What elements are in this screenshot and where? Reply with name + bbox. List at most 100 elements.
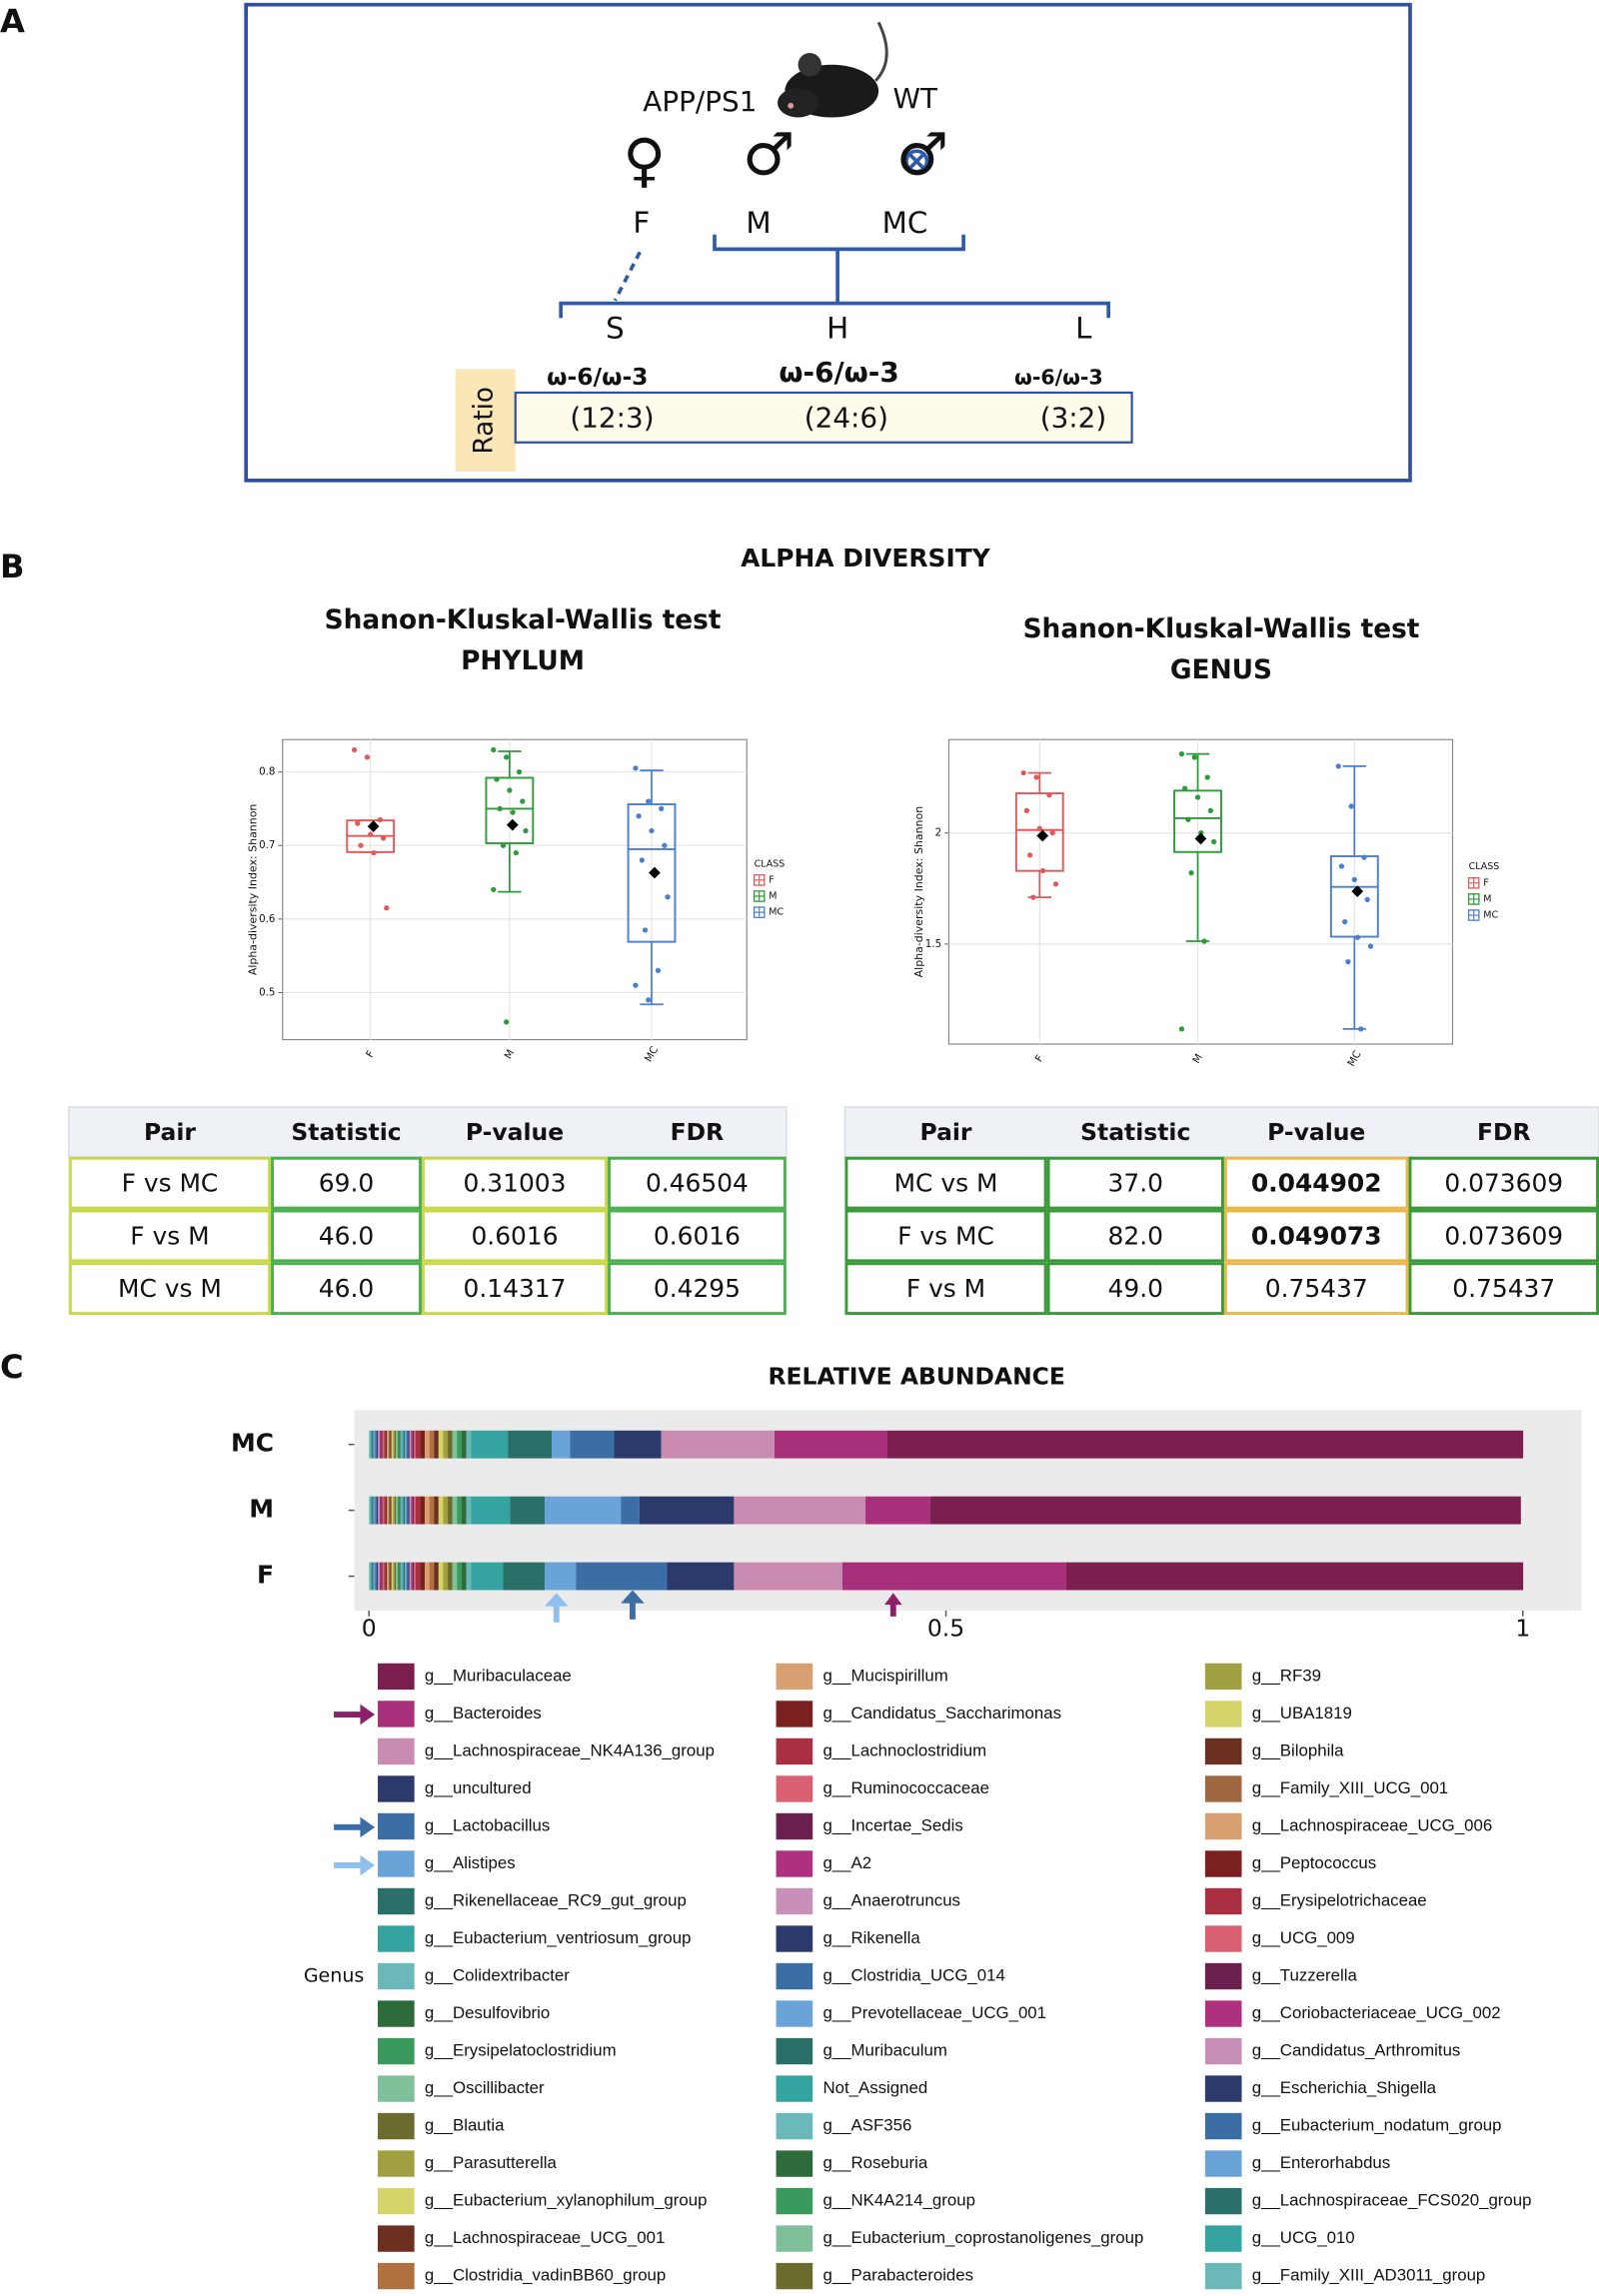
bar-segment (372, 1562, 374, 1591)
y-tick-label: F (257, 1561, 274, 1590)
legend-title: CLASS (1469, 861, 1500, 872)
x-tick-label: F (364, 1049, 377, 1060)
data-point (510, 809, 516, 815)
legend-swatch (378, 2150, 415, 2177)
bar-segment (929, 1496, 1521, 1525)
legend-swatch (378, 2037, 415, 2065)
bar-segment (461, 1496, 467, 1525)
legend-label: g__Erysipelatoclostridium (425, 2040, 617, 2059)
bar-segment (384, 1430, 386, 1459)
bar-segment (396, 1430, 398, 1459)
bar-segment (397, 1562, 400, 1591)
bar-segment (411, 1562, 413, 1591)
legend-label: g__Alistipes (425, 1853, 516, 1872)
table-cell-text: 0.044902 (1251, 1169, 1382, 1198)
bar-segment (382, 1562, 385, 1591)
bar-segment (375, 1430, 377, 1459)
table-cell (271, 1262, 422, 1316)
legend-label: g__Lachnoclostridium (822, 1740, 986, 1759)
bar-segment (388, 1562, 391, 1591)
bar-segment (402, 1562, 404, 1591)
bar-segment (429, 1496, 435, 1525)
legend-swatch (776, 1701, 813, 1727)
legend-swatch (776, 1775, 813, 1802)
data-point (1211, 838, 1217, 845)
ratio-label: Ratio (469, 387, 499, 455)
bar-segment (370, 1430, 373, 1459)
table-header: Pair (144, 1118, 196, 1146)
bar-segment (424, 1430, 430, 1459)
legend-swatch (1204, 2187, 1242, 2215)
data-point (633, 982, 639, 988)
bar-segment (384, 1496, 386, 1525)
table-header: Statistic (291, 1118, 401, 1146)
legend-swatch (1204, 1850, 1242, 1877)
bar-segment (372, 1496, 374, 1525)
bar-segment (394, 1562, 397, 1591)
legend-label: g__Muribaculum (822, 2040, 946, 2059)
bar-segment (411, 1496, 413, 1525)
legend-label: g__Rikenella (822, 1928, 920, 1947)
x-tick-label: 0 (362, 1615, 377, 1643)
table-header: Pair (920, 1118, 972, 1146)
chart-title: RELATIVE ABUNDANCE (769, 1363, 1065, 1391)
bar-segment (400, 1562, 403, 1591)
bar-segment (396, 1496, 398, 1525)
bar-segment (408, 1496, 410, 1525)
x-tick-label: MC (643, 1044, 661, 1064)
legend-swatch (776, 1850, 813, 1877)
mean-marker (1036, 829, 1049, 842)
table-cell-text: F vs M (130, 1221, 209, 1250)
legend-swatch (1204, 1737, 1242, 1765)
table-cell-text: 0.75437 (1452, 1274, 1555, 1303)
legend-swatch (378, 1925, 415, 1952)
legend-label: g__Lachnospiraceae_UCG_001 (425, 2228, 665, 2247)
bar-segment (466, 1430, 472, 1459)
data-point (646, 798, 652, 804)
sex-symbol: ♀ (623, 126, 666, 194)
legend-label: F (1483, 877, 1488, 888)
bar-segment (397, 1430, 400, 1459)
bar-segment (400, 1496, 403, 1525)
legend-label: g__Bacteroides (425, 1704, 542, 1722)
bar-segment (545, 1496, 622, 1525)
legend-swatch-mark (1468, 909, 1479, 921)
data-point (649, 827, 655, 834)
table-cell-text: 0.6016 (471, 1221, 558, 1250)
table-cell-text: F vs MC (897, 1221, 994, 1250)
control-label: WT (892, 82, 938, 115)
bar-segment (372, 1430, 374, 1459)
table-cell-text: 0.6016 (654, 1221, 741, 1250)
table-cell-text: MC vs M (118, 1274, 222, 1303)
section-title: ALPHA DIVERSITY (741, 544, 991, 573)
table-cell (1046, 1156, 1224, 1210)
bar-segment (390, 1430, 392, 1459)
bar-segment (639, 1496, 735, 1525)
data-point (513, 849, 519, 856)
bar-segment (457, 1430, 462, 1459)
legend-label: g__Colidextribacter (425, 1965, 570, 1984)
table-cell (1408, 1262, 1599, 1316)
y-tick-label: 2 (935, 827, 942, 839)
bar-segment (414, 1430, 416, 1459)
bar-segment (375, 1496, 377, 1525)
mean-marker (1351, 885, 1364, 898)
legend-swatch (378, 2075, 415, 2102)
bar-segment (466, 1496, 472, 1525)
data-point (355, 820, 361, 826)
legend-swatch (1204, 1925, 1242, 1952)
bar-segment (369, 1430, 371, 1459)
table-cell (844, 1262, 1047, 1316)
legend-label: g__Eubacterium_coprostanoligenes_group (822, 2228, 1143, 2247)
data-point (1049, 830, 1055, 836)
legend-label: g__Lactobacillus (425, 1815, 550, 1834)
legend-label: g__Clostridia_vadinBB60_group (425, 2266, 666, 2285)
data-point (1207, 807, 1214, 814)
bar-segment (545, 1562, 577, 1591)
y-tick-label: 0.6 (259, 913, 275, 925)
legend-label: F (769, 874, 774, 885)
panel-label: B (0, 548, 25, 585)
bar-segment (405, 1496, 407, 1525)
legend-label: g__Peptococcus (1252, 1853, 1376, 1872)
legend-swatch (776, 2225, 813, 2252)
